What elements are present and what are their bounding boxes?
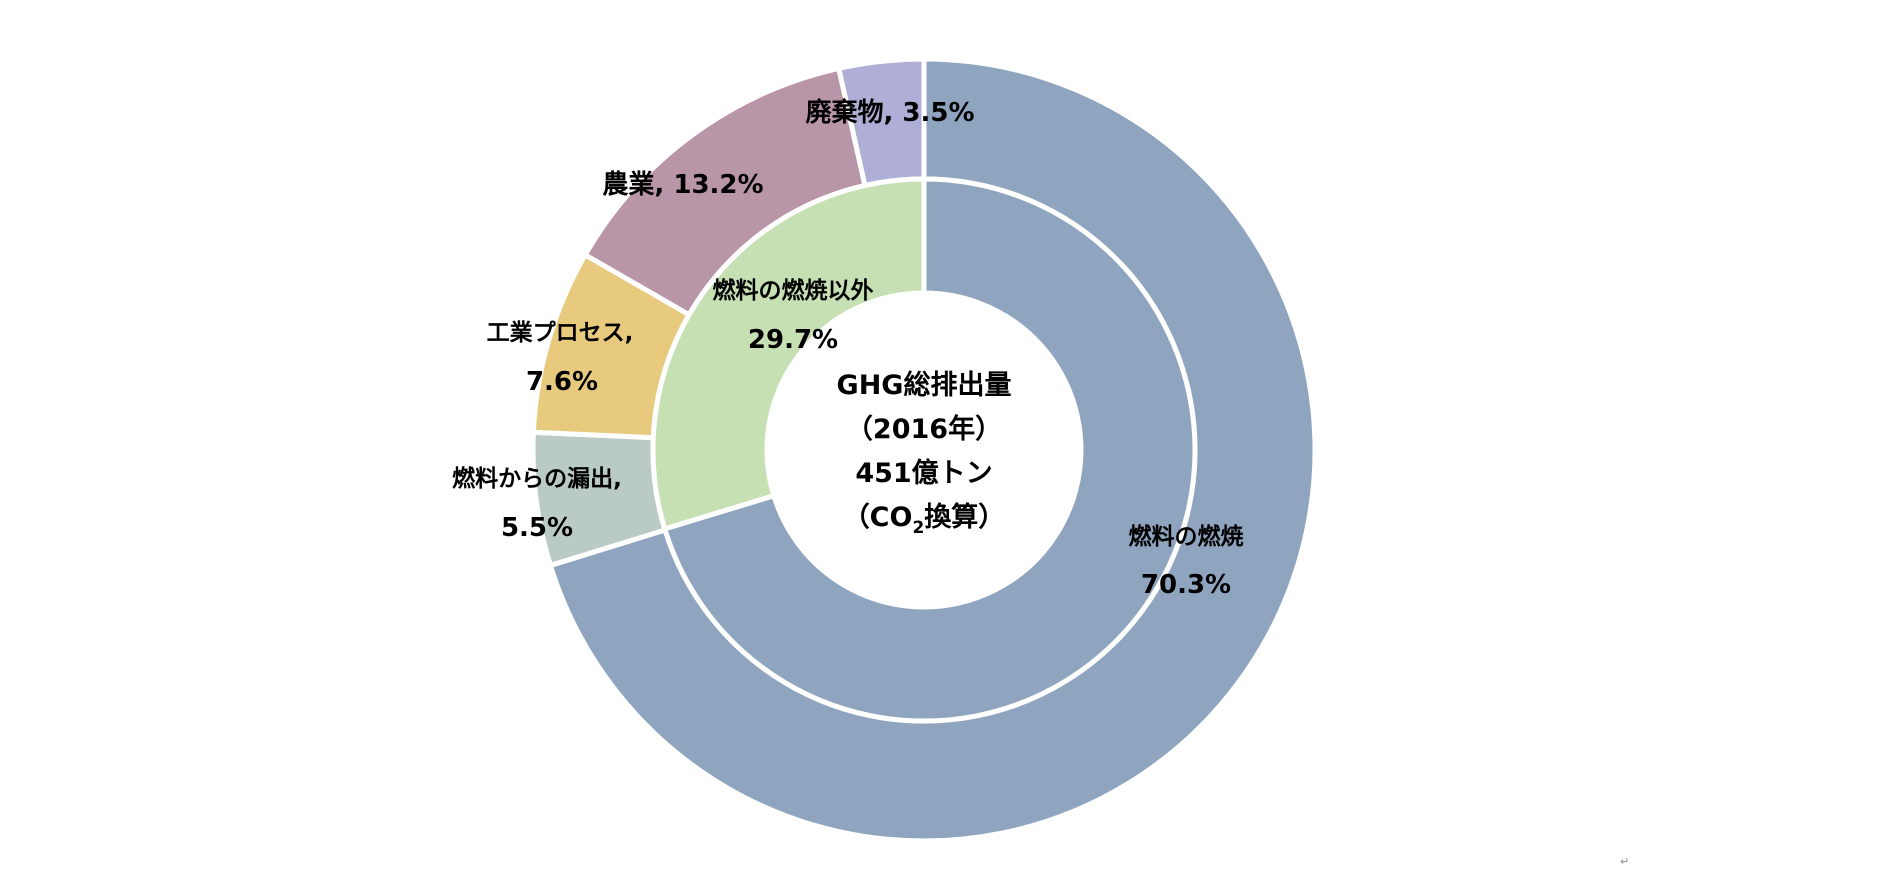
outer-label-agriculture: 農業, 13.2% [602, 170, 763, 200]
center-label-unit-prefix: （CO [843, 502, 913, 533]
center-label-year: （2016年） [846, 413, 1002, 445]
inner-label-non-combustion-name: 燃料の燃焼以外 [713, 277, 874, 304]
center-label-total: 451億トン [855, 458, 992, 489]
inner-ring-slice-1 [650, 176, 927, 532]
outer-label-fugitive-name: 燃料からの漏出, [452, 465, 622, 492]
inner-label-fuel-combustion-value: 70.3% [1141, 570, 1231, 600]
center-label: GHG総排出量 （2016年） 451億トン （CO2換算） [837, 369, 1012, 538]
outer-label-industrial-name: 工業プロセス, [487, 319, 634, 346]
inner-label-non-combustion-value: 29.7% [748, 325, 838, 355]
outer-label-fugitive-value: 5.5% [501, 513, 573, 543]
inner-ring-slice-0 [662, 176, 1198, 724]
center-label-unit-suffix: 換算） [924, 501, 1005, 533]
outer-ring [530, 56, 1318, 844]
paragraph-mark: ↵ [1620, 855, 1629, 868]
center-label-title: GHG総排出量 [837, 369, 1012, 401]
outer-label-industrial-value: 7.6% [526, 367, 598, 397]
inner-label-fuel-combustion-name: 燃料の燃焼 [1129, 523, 1244, 550]
center-label-unit-sub: 2 [912, 518, 924, 538]
center-label-unit: （CO2換算） [843, 501, 1006, 538]
outer-label-waste: 廃棄物, 3.5% [805, 97, 974, 128]
inner-ring [650, 176, 1198, 724]
